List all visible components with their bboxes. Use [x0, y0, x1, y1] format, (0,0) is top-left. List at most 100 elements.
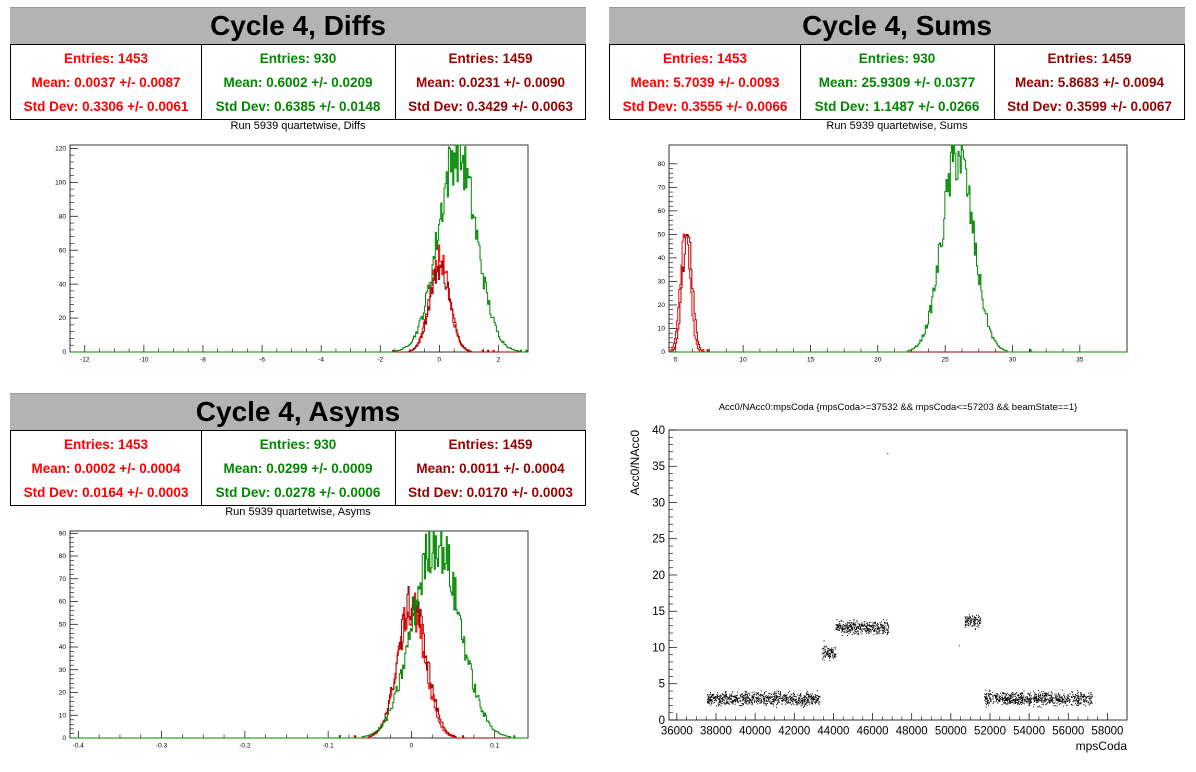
scatter-points	[984, 689, 1093, 708]
std-text: Std Dev: 0.3429 +/- 0.0063	[408, 99, 573, 114]
scatter-frame	[668, 429, 1128, 721]
plot-subtitle: Run 5939 quartetwise, Asyms	[225, 506, 371, 518]
x-tick-label: 46000	[857, 726, 889, 738]
y-tick-label: 10	[59, 712, 67, 719]
y-tick-label: 80	[59, 553, 67, 560]
y-tick-label: 0	[62, 349, 66, 356]
x-tick-label: 2	[497, 357, 501, 364]
x-tick-label: 56000	[1052, 726, 1084, 738]
plot-subtitle: Run 5939 quartetwise, Sums	[826, 120, 968, 132]
y-tick-label: 60	[59, 247, 67, 254]
y-tick-label: 60	[658, 208, 666, 215]
series-line	[70, 586, 528, 739]
mean-text: Mean: 25.9309 +/- 0.0377	[818, 75, 976, 90]
mean-text: Mean: 0.6002 +/- 0.0209	[223, 75, 373, 90]
series-line	[669, 233, 1127, 353]
x-tick-label: 50000	[935, 726, 967, 738]
mean-text: Mean: 0.0037 +/- 0.0087	[31, 75, 181, 90]
x-tick-label: 48000	[896, 726, 928, 738]
stats-box-red: Entries: 1453 Mean: 0.0037 +/- 0.0087 St…	[10, 45, 202, 119]
stats-row: Entries: 1453 Mean: 0.0002 +/- 0.0004 St…	[10, 430, 586, 506]
stats-box-darkred: Entries: 1459 Mean: 0.0011 +/- 0.0004 St…	[396, 431, 586, 505]
y-tick-label: 120	[55, 146, 66, 153]
scatter-points	[821, 645, 837, 662]
panel-title: Cycle 4, Sums	[609, 7, 1185, 44]
y-axis-label: Acc0/NAcc0	[628, 430, 642, 496]
y-tick-label: 40	[59, 644, 67, 651]
plot-subtitle: Run 5939 quartetwise, Diffs	[230, 120, 366, 132]
histogram-plot-1: 5 10 15 20 25 30 35 0 10 20 30 40 50 60 70 80	[658, 144, 1128, 364]
y-tick-label: 15	[652, 606, 665, 618]
series-line	[669, 144, 1127, 353]
y-tick-label: 80	[59, 213, 67, 220]
y-tick-label: 0	[661, 349, 665, 356]
x-tick-label: 10	[739, 357, 747, 364]
x-tick-label: 58000	[1091, 726, 1123, 738]
x-tick-label: 0.1	[490, 743, 499, 750]
x-tick-label: -0.4	[73, 743, 85, 750]
x-tick-label: -12	[80, 357, 90, 364]
series-line	[70, 144, 528, 353]
y-tick-label: 20	[658, 302, 666, 309]
y-tick-label: 25	[652, 534, 665, 546]
x-tick-label: -4	[318, 357, 324, 364]
series-line	[70, 260, 528, 353]
mean-text: Mean: 5.7039 +/- 0.0093	[630, 75, 780, 90]
stats-box-red: Entries: 1453 Mean: 5.7039 +/- 0.0093 St…	[609, 45, 801, 119]
x-tick-label: -2	[377, 357, 383, 364]
sums-panel: Cycle 4, Sums Entries: 1453 Mean: 5.7039…	[609, 7, 1185, 132]
y-tick-label: 40	[652, 425, 665, 437]
scatter-points	[835, 618, 890, 636]
std-text: Std Dev: 0.0278 +/- 0.0006	[215, 485, 381, 500]
panel-title: Cycle 4, Asyms	[10, 393, 586, 430]
stats-box-green: Entries: 930 Mean: 0.0299 +/- 0.0009 Std…	[201, 431, 396, 505]
mean-text: Mean: 0.0299 +/- 0.0009	[223, 461, 373, 476]
asyms-panel: Cycle 4, Asyms Entries: 1453 Mean: 0.000…	[10, 393, 586, 518]
x-tick-label: -6	[259, 357, 265, 364]
stats-row: Entries: 1453 Mean: 0.0037 +/- 0.0087 St…	[10, 44, 586, 120]
y-tick-label: 20	[652, 570, 665, 582]
scatter-plot: 36000 38000 40000 42000 44000 46000 48000 50000…	[628, 425, 1128, 753]
entries-text: Entries: 1459	[448, 51, 533, 66]
y-tick-label: 5	[659, 679, 665, 691]
mean-text: Mean: 5.8683 +/- 0.0094	[1015, 75, 1164, 90]
y-tick-label: 20	[59, 690, 67, 697]
stats-box-darkred: Entries: 1459 Mean: 5.8683 +/- 0.0094 St…	[995, 45, 1185, 119]
x-tick-label: 0	[410, 743, 414, 750]
hist-frame	[69, 144, 529, 353]
entries-text: Entries: 930	[858, 51, 936, 66]
stats-box-green: Entries: 930 Mean: 25.9309 +/- 0.0377 St…	[800, 45, 995, 119]
x-tick-label: -0.3	[156, 743, 168, 750]
scatter-point	[958, 645, 960, 647]
x-tick-label: 36000	[661, 726, 693, 738]
x-tick-label: -8	[200, 357, 206, 364]
x-tick-label: 20	[874, 357, 882, 364]
scatter-title: Acc0/NAcc0:mpsCoda {mpsCoda>=37532 && mp…	[718, 402, 1078, 413]
x-tick-label: 54000	[1013, 726, 1045, 738]
std-text: Std Dev: 0.3555 +/- 0.0066	[622, 99, 788, 114]
x-tick-label: 38000	[700, 726, 732, 738]
y-tick-label: 50	[658, 232, 666, 239]
series-line	[70, 530, 528, 739]
x-tick-label: 42000	[778, 726, 810, 738]
std-text: Std Dev: 0.3599 +/- 0.0067	[1007, 99, 1172, 114]
y-tick-label: 30	[59, 667, 67, 674]
y-tick-label: 20	[59, 315, 67, 322]
std-text: Std Dev: 1.1487 +/- 0.0266	[814, 99, 980, 114]
scatter-point	[823, 640, 825, 642]
std-text: Std Dev: 0.0170 +/- 0.0003	[408, 485, 573, 500]
stats-box-red: Entries: 1453 Mean: 0.0002 +/- 0.0004 St…	[10, 431, 202, 505]
x-tick-label: -10	[139, 357, 149, 364]
x-tick-label: 5	[674, 357, 678, 364]
histogram-plot-2: -0.4 -0.3 -0.2 -0.1 0 0.1 0 10 20 30 40 50 60 70 80 90	[59, 530, 529, 750]
stats-box-green: Entries: 930 Mean: 0.6002 +/- 0.0209 Std…	[201, 45, 396, 119]
x-tick-label: 52000	[974, 726, 1006, 738]
hist-frame	[69, 530, 529, 739]
x-tick-label: 30	[1009, 357, 1017, 364]
std-text: Std Dev: 0.0164 +/- 0.0003	[23, 485, 189, 500]
y-tick-label: 30	[658, 279, 666, 286]
scatter-points	[964, 614, 982, 631]
y-tick-label: 0	[62, 735, 66, 742]
y-tick-label: 10	[652, 642, 665, 654]
